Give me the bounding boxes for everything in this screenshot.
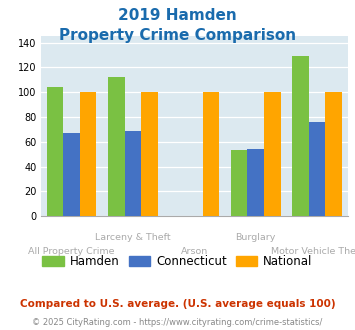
Bar bbox=[125, 131, 141, 216]
Bar bbox=[47, 87, 63, 216]
Bar bbox=[108, 77, 125, 216]
Text: Property Crime Comparison: Property Crime Comparison bbox=[59, 28, 296, 43]
Legend: Hamden, Connecticut, National: Hamden, Connecticut, National bbox=[38, 250, 317, 273]
Text: All Property Crime: All Property Crime bbox=[28, 247, 115, 256]
Bar bbox=[231, 150, 247, 216]
Text: Compared to U.S. average. (U.S. average equals 100): Compared to U.S. average. (U.S. average … bbox=[20, 299, 335, 309]
Bar bbox=[80, 92, 97, 216]
Bar bbox=[247, 149, 264, 216]
Text: Larceny & Theft: Larceny & Theft bbox=[95, 233, 171, 242]
Text: Arson: Arson bbox=[181, 247, 208, 256]
Text: Motor Vehicle Theft: Motor Vehicle Theft bbox=[271, 247, 355, 256]
Text: 2019 Hamden: 2019 Hamden bbox=[118, 8, 237, 23]
Text: © 2025 CityRating.com - https://www.cityrating.com/crime-statistics/: © 2025 CityRating.com - https://www.city… bbox=[32, 318, 323, 327]
Bar bbox=[326, 92, 342, 216]
Bar bbox=[141, 92, 158, 216]
Bar bbox=[264, 92, 281, 216]
Bar bbox=[203, 92, 219, 216]
Bar bbox=[63, 133, 80, 216]
Bar bbox=[292, 56, 309, 216]
Bar bbox=[309, 122, 326, 216]
Text: Burglary: Burglary bbox=[236, 233, 276, 242]
